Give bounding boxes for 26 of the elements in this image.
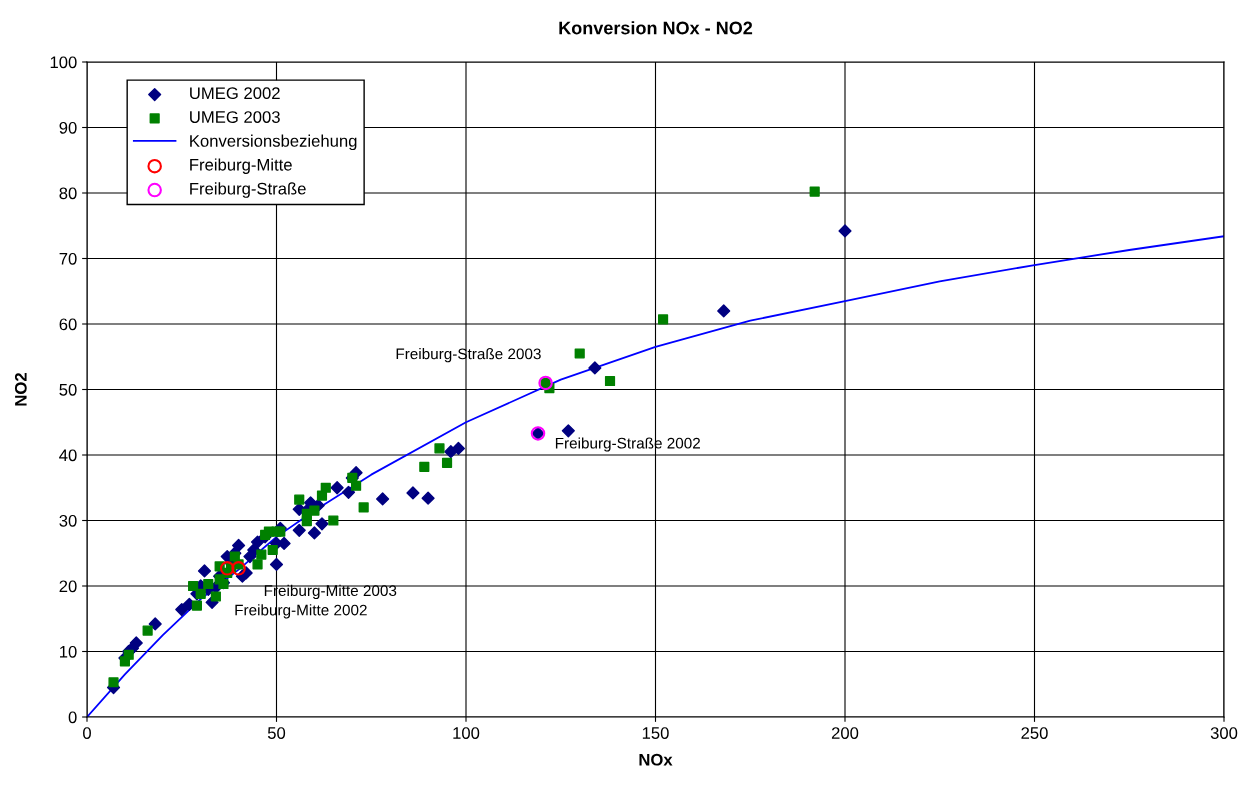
chart-title: Konversion NOx - NO2 [559,21,753,35]
y-tick-label: 90 [59,121,77,134]
y-tick-label: 70 [59,252,77,265]
y-axis-title: NO2 [14,373,27,406]
x-tick-label: 0 [83,727,91,739]
x-tick-label: 50 [267,727,286,739]
legend-label: UMEG 2003 [190,111,280,123]
x-tick-label: 300 [1210,727,1238,739]
y-tick-label: 100 [50,56,77,69]
y-tick-label: 0 [68,711,77,724]
x-tick-label: 100 [453,727,480,739]
y-tick-label: 50 [59,383,77,396]
legend-label: UMEG 2002 [190,87,280,100]
x-tick-label: 150 [642,727,669,739]
y-tick-label: 30 [59,514,77,527]
y-tick-label: 60 [59,318,77,331]
y-tick-label: 40 [59,449,77,462]
x-tick-label: 250 [1021,727,1048,739]
x-axis-title: NOx [639,753,673,766]
x-tick-label: 200 [831,727,859,739]
legend-label: Freiburg-Straße [190,182,306,198]
y-tick-label: 10 [60,645,77,658]
y-tick-label: 80 [59,187,77,200]
legend-label: Konversionsbeziehung [190,134,357,151]
legend-label: Freiburg-Mitte [190,158,292,174]
y-tick-label: 20 [59,580,77,593]
